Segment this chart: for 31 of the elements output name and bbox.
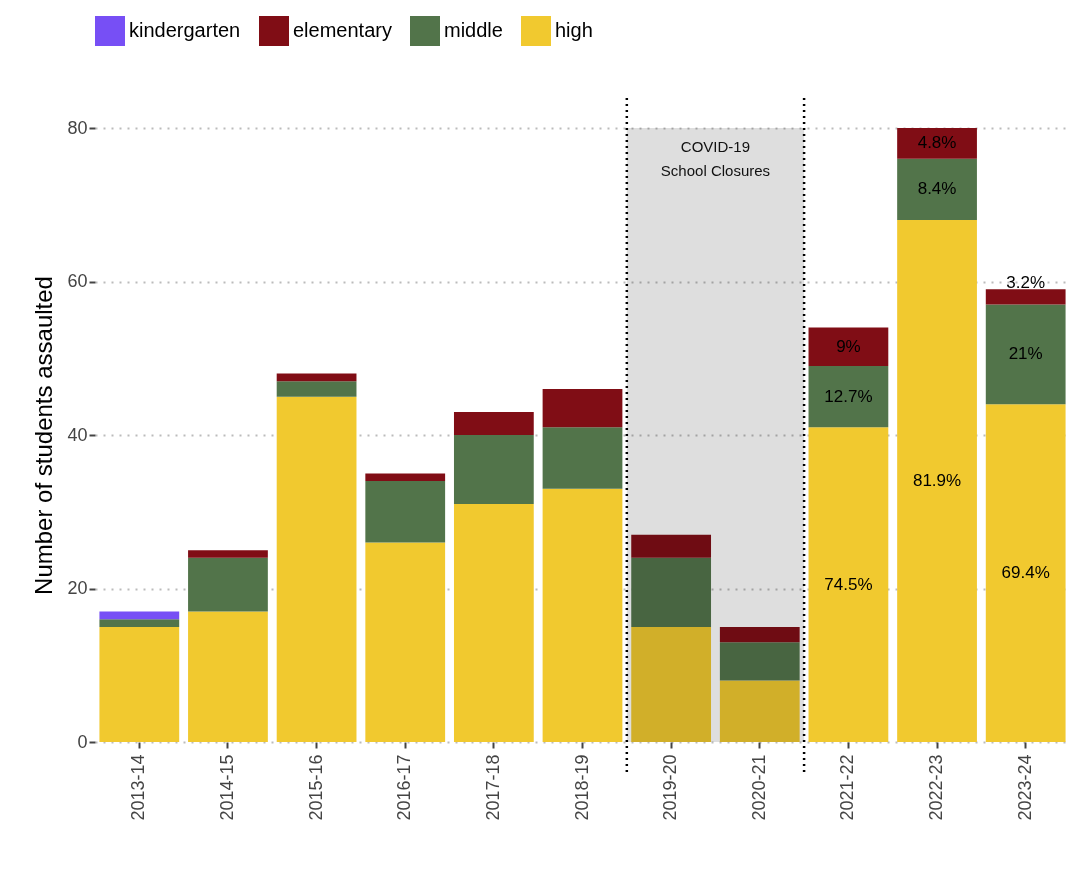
x-tick-label: 2021-22 bbox=[837, 754, 858, 821]
band-label: COVID-19 School Closures bbox=[660, 138, 771, 179]
y-tick-label: 80 bbox=[67, 117, 88, 138]
annotation: 9% bbox=[836, 336, 861, 356]
legend-label: kindergarten bbox=[129, 19, 241, 41]
x-tick-label: 2023-24 bbox=[1014, 754, 1035, 821]
x-tick-label: 2013-14 bbox=[128, 754, 149, 821]
x-tick-label: 2014-15 bbox=[216, 754, 237, 821]
annotation: 81.9% bbox=[912, 471, 962, 491]
y-tick-label: 60 bbox=[67, 271, 88, 291]
annotation: 69.4% bbox=[1001, 563, 1050, 583]
x-tick-label: 2020-21 bbox=[748, 754, 769, 821]
y-tick-label: 40 bbox=[67, 424, 88, 445]
x-tick-label: 2022-23 bbox=[926, 754, 947, 821]
annotation: 3.2% bbox=[1006, 273, 1046, 293]
annotation: 4.8% bbox=[917, 133, 957, 153]
annotation: 74.5% bbox=[824, 574, 873, 594]
y-axis-title: Number of students assaulted bbox=[30, 276, 58, 595]
x-tick-label: 2015-16 bbox=[305, 754, 326, 821]
x-tick-label: 2018-19 bbox=[571, 754, 592, 821]
legend-label: middle bbox=[444, 19, 503, 41]
annotation: 21% bbox=[1008, 344, 1043, 364]
x-tick-label: 2019-20 bbox=[660, 754, 681, 821]
annotation: 8.4% bbox=[917, 179, 957, 199]
y-tick-label: 20 bbox=[67, 578, 88, 598]
x-tick-label: 2017-18 bbox=[482, 754, 503, 821]
y-tick-label: 0 bbox=[77, 731, 88, 752]
x-tick-label: 2016-17 bbox=[394, 754, 415, 821]
legend-label: elementary bbox=[293, 19, 392, 41]
annotation: 12.7% bbox=[824, 386, 873, 406]
legend-label: high bbox=[555, 19, 593, 41]
